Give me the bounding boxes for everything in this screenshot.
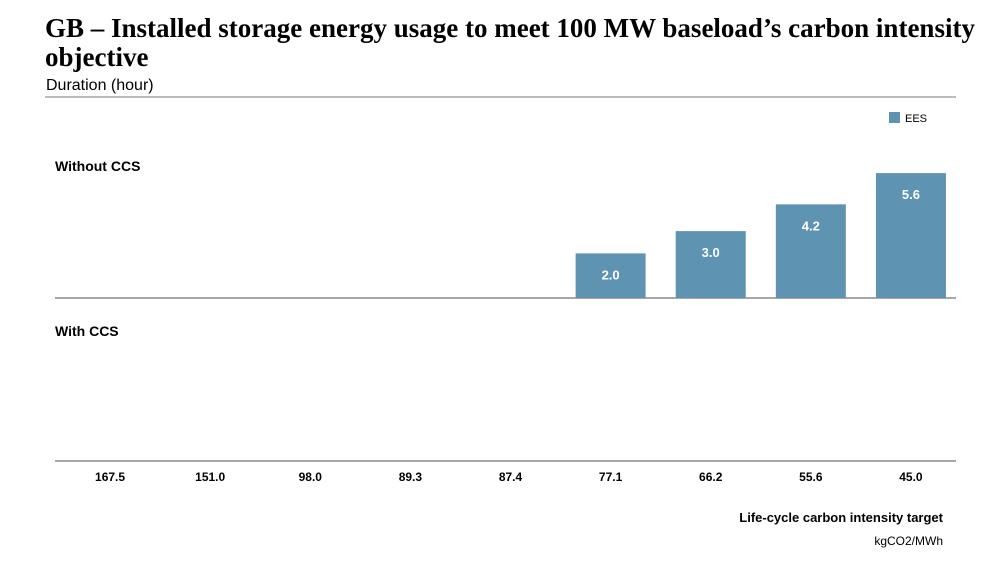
x-tick-label: 89.3 xyxy=(399,470,423,484)
x-tick-label: 77.1 xyxy=(599,470,623,484)
x-tick-label: 66.2 xyxy=(699,470,723,484)
x-tick-label: 55.6 xyxy=(799,470,823,484)
legend-swatch xyxy=(889,112,900,123)
bar-value-label: 2.0 xyxy=(602,267,620,282)
bar-value-label: 5.6 xyxy=(902,187,920,202)
x-tick-label: 167.5 xyxy=(95,470,125,484)
bar-value-label: 4.2 xyxy=(802,218,820,233)
y-axis-label: Duration (hour) xyxy=(46,77,154,94)
x-axis-unit: kgCO2/MWh xyxy=(874,534,943,548)
x-tick-label: 45.0 xyxy=(899,470,923,484)
bar xyxy=(775,204,846,298)
x-axis-label: Life-cycle carbon intensity target xyxy=(739,510,943,525)
bar xyxy=(875,173,946,298)
x-tick-label: 98.0 xyxy=(299,470,323,484)
bar xyxy=(575,253,646,298)
x-tick-label: 87.4 xyxy=(499,470,523,484)
bar xyxy=(675,231,746,298)
legend-label: EES xyxy=(905,113,927,125)
chart-title: GB – Installed storage energy usage to m… xyxy=(45,13,975,72)
x-tick-label: 151.0 xyxy=(195,470,225,484)
panel-label: Without CCS xyxy=(55,158,140,174)
bar-value-label: 3.0 xyxy=(702,245,720,260)
panel-label: With CCS xyxy=(55,323,119,339)
